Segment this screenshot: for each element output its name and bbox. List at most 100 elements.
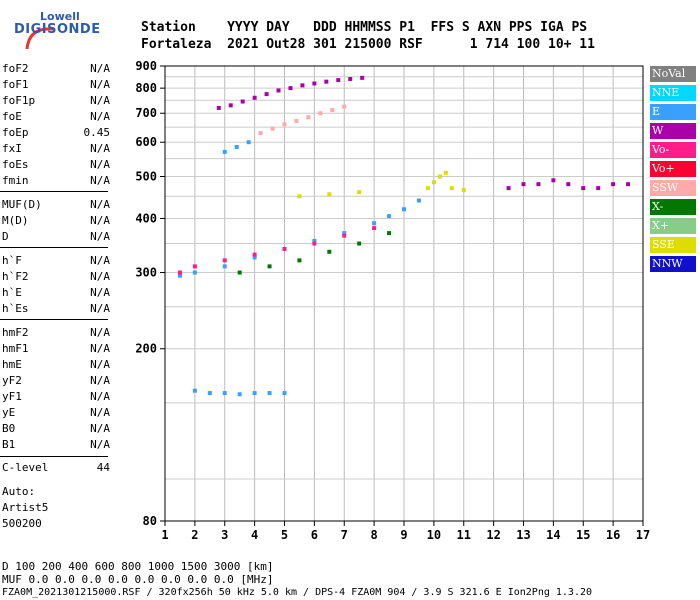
x-tick-label: 6 <box>311 528 318 542</box>
legend-item: Vo+ <box>650 161 696 177</box>
data-point <box>222 258 227 263</box>
param-row: foEs N/A <box>2 158 110 172</box>
legend-item: X+ <box>650 218 696 234</box>
data-point <box>402 207 406 212</box>
data-point <box>626 182 631 187</box>
x-tick-label: 5 <box>281 528 288 542</box>
data-point <box>312 238 317 243</box>
param-value: N/A <box>90 142 110 155</box>
data-point <box>348 76 353 81</box>
panel-divider <box>0 456 108 457</box>
param-value: N/A <box>90 302 110 315</box>
data-point <box>360 75 365 80</box>
data-point <box>294 118 299 123</box>
footer-file-info: FZA0M_2021301215000.RSF / 320fx256h 50 k… <box>2 587 593 598</box>
legend-item: NNW <box>650 256 696 272</box>
data-point <box>372 226 377 231</box>
ionogram-chart: 1 2 3 4 5 6 7 8 9 10 11 12 13 14 15 16 17802003004005006… <box>135 59 650 542</box>
param-value: N/A <box>90 390 110 403</box>
data-point <box>267 264 272 269</box>
param-row: M(D) N/A <box>2 214 110 228</box>
data-point <box>611 182 616 187</box>
header-line-2: Fortaleza 2021 Out28 301 215000 RSF 1 71… <box>141 37 595 52</box>
x-tick-label: 2 <box>191 528 198 542</box>
y-tick-label: 500 <box>135 169 157 183</box>
x-tick-label: 1 <box>161 528 168 542</box>
data-point <box>437 174 442 179</box>
data-point <box>237 270 242 275</box>
data-point <box>327 249 332 254</box>
data-point <box>306 115 311 120</box>
param-name: D <box>2 230 9 243</box>
param-row: yF1 N/A <box>2 390 110 404</box>
param-value: N/A <box>90 342 110 355</box>
data-point <box>312 241 317 246</box>
clevel-row: C-level 44 <box>2 461 110 475</box>
data-point <box>282 391 287 396</box>
data-point <box>288 86 293 91</box>
param-row: B1 N/A <box>2 438 110 452</box>
data-point <box>282 246 287 251</box>
param-value: N/A <box>90 326 110 339</box>
y-tick-label: 900 <box>135 59 157 73</box>
param-value: N/A <box>90 174 110 187</box>
data-point <box>240 99 245 104</box>
data-point <box>596 186 601 191</box>
auto-artist: Artist5 <box>2 501 49 514</box>
data-point <box>222 264 227 269</box>
param-name: hmE <box>2 358 22 371</box>
data-point <box>342 231 347 236</box>
data-point <box>566 182 571 187</box>
param-value: N/A <box>90 270 110 283</box>
param-value: N/A <box>90 286 110 299</box>
auto-label: Auto: <box>2 485 36 498</box>
data-point <box>551 178 556 183</box>
data-point <box>234 144 239 149</box>
param-value: N/A <box>90 254 110 267</box>
param-value: N/A <box>90 230 110 243</box>
legend-item: W <box>650 123 696 139</box>
x-tick-label: 14 <box>546 528 560 542</box>
param-name: h`E <box>2 286 22 299</box>
param-name: yE <box>2 406 16 419</box>
data-point <box>443 170 448 175</box>
y-tick-label: 80 <box>143 514 157 528</box>
auto-version: 500200 <box>2 517 42 530</box>
param-row: h`F N/A <box>2 254 110 268</box>
panel-divider <box>0 319 108 320</box>
data-point <box>216 105 221 110</box>
y-tick-label: 300 <box>135 266 157 280</box>
x-tick-label: 13 <box>516 528 530 542</box>
param-name: yF2 <box>2 374 22 387</box>
header-line-1: Station YYYY DAY DDD HHMMSS P1 FFS S AXN… <box>141 20 588 35</box>
legend-item: E <box>650 104 696 120</box>
legend-item: SSW <box>650 180 696 196</box>
data-point <box>581 186 586 191</box>
param-name: h`F <box>2 254 22 267</box>
param-row: fxI N/A <box>2 142 110 156</box>
param-value: N/A <box>90 62 110 75</box>
data-point <box>282 122 287 127</box>
param-value: N/A <box>90 406 110 419</box>
y-tick-label: 700 <box>135 106 157 120</box>
data-point <box>342 104 347 109</box>
param-row: foF2 N/A <box>2 62 110 76</box>
param-name: B1 <box>2 438 16 451</box>
data-point <box>264 92 269 97</box>
param-name: hmF1 <box>2 342 29 355</box>
param-name: hmF2 <box>2 326 29 339</box>
clevel-label: C-level <box>2 461 49 474</box>
param-row: foEp 0.45 <box>2 126 110 140</box>
data-point <box>416 198 421 203</box>
data-point <box>258 131 263 136</box>
param-value: N/A <box>90 78 110 91</box>
param-value: N/A <box>90 358 110 371</box>
data-point <box>267 391 272 396</box>
data-point <box>300 83 305 88</box>
data-point <box>372 221 377 226</box>
data-point <box>387 231 392 236</box>
param-name: h`F2 <box>2 270 29 283</box>
param-value: N/A <box>90 422 110 435</box>
footer-distance-row: D 100 200 400 600 800 1000 1500 3000 [km… <box>2 560 274 573</box>
y-tick-label: 800 <box>135 81 157 95</box>
